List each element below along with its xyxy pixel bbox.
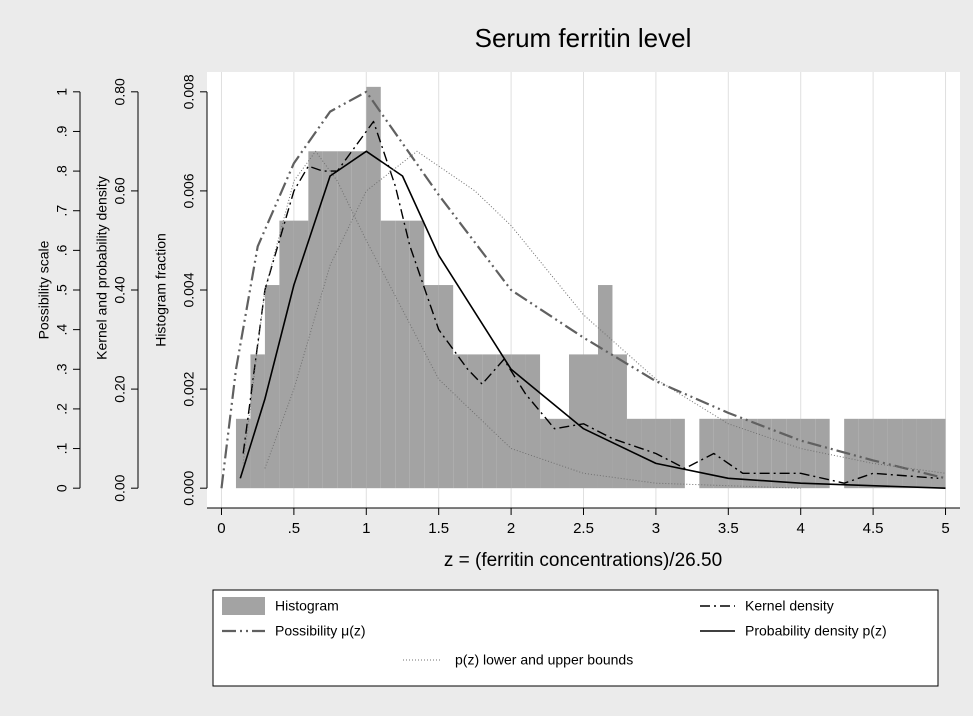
histogram-bar [351,151,367,489]
x-tick-label: 4.5 [863,520,884,537]
x-tick-label: 1 [362,520,370,537]
y3-axis-tick-label: .1 [54,442,70,454]
legend-label: Probability density p(z) [745,623,887,639]
histogram-bar [655,418,671,489]
histogram-bar [742,418,758,489]
legend-swatch [222,597,265,615]
y2-axis-tick-label: 0.20 [112,375,128,402]
histogram-bar [540,418,555,489]
y-axis-tick-label: 0.004 [181,272,197,307]
histogram-bar [844,418,859,489]
chart-title: Serum ferritin level [475,23,692,53]
histogram-bar [496,354,512,489]
y2-axis-title: Kernel and probability density [94,176,110,360]
y3-axis-tick-label: .2 [54,403,70,415]
curve [242,120,939,484]
histogram-bar [699,418,714,489]
histogram-bar [641,418,656,489]
legend-label: Possibility μ(z) [275,623,366,639]
y3-axis-tick-label: .4 [54,324,70,336]
histogram-bar [337,151,352,489]
x-tick-label: 3 [652,520,660,537]
histogram-bar [380,220,396,489]
y2-axis-tick-label: 0.00 [112,474,128,501]
y2-axis-tick-label: 0.60 [112,177,128,204]
curve [220,90,946,489]
legend-label: Histogram [275,598,339,614]
histogram-bar [786,418,801,489]
y3-axis-tick-label: 0 [54,484,70,492]
y3-axis-tick-label: .3 [54,363,70,375]
histogram-bar [409,220,425,489]
histogram-bar [482,354,497,489]
histogram-bar [597,285,613,489]
histogram-bar [264,285,280,489]
y-axis-tick-label: 0.006 [181,173,197,208]
histogram-bar [322,151,338,489]
y3-axis-tick-label: .5 [54,284,70,296]
x-tick-label: 2 [507,520,515,537]
histogram-bar [815,418,830,489]
histogram-bar [453,354,468,489]
histogram-bar [771,418,787,489]
histogram-bar [569,354,584,489]
histogram-bar [757,418,772,489]
histogram-bar [293,220,309,489]
histogram-bar [887,418,903,489]
histogram-bar [395,220,410,489]
x-axis-title: z = (ferritin concentrations)/26.50 [444,550,722,571]
y-axis-title: Histogram fraction [153,233,169,347]
histogram-bar [308,151,323,489]
y-axis-tick-label: 0.008 [181,74,197,109]
histogram-bar [728,418,743,489]
y3-axis-tick-label: .6 [54,244,70,256]
y3-axis-title: Possibility scale [36,240,52,339]
histogram-bar [525,354,541,489]
histogram-bar [424,285,439,489]
histogram-bar [583,354,598,489]
histogram-bar [554,418,570,489]
x-tick-label: 1.5 [428,520,449,537]
y2-axis-tick-label: 0.80 [112,78,128,105]
histogram-bar [670,418,685,489]
histogram-bar [916,418,932,489]
curve [239,150,946,489]
x-tick-label: 5 [941,520,949,537]
histogram-bar [800,418,816,489]
legend-box [212,589,939,687]
upper-bound [264,150,946,474]
histogram-bar [612,354,627,489]
x-tick-label: .5 [288,520,301,537]
histogram-bar [902,418,917,489]
x-tick-label: 2.5 [573,520,594,537]
x-tick-label: 4 [797,520,805,537]
histogram-bar [467,354,483,489]
histogram-bar [713,418,729,489]
histogram-bar [873,418,888,489]
x-tick-label: 0 [217,520,225,537]
y-axis-tick-label: 0.002 [181,371,197,406]
histogram-bar [858,418,874,489]
y3-axis-tick-label: .7 [54,205,70,217]
lower-bound [242,150,801,489]
x-tick-label: 3.5 [718,520,739,537]
histogram-bar [931,418,946,489]
histogram-bar [366,86,381,489]
legend-label: Kernel density [745,598,834,614]
y3-axis-tick-label: .8 [54,165,70,177]
y3-axis-tick-label: 1 [54,88,70,96]
histogram-bar [279,220,294,489]
y-axis-tick-label: 0.000 [181,470,197,505]
legend-label: p(z) lower and upper bounds [455,652,633,668]
y2-axis-tick-label: 0.40 [112,276,128,303]
y3-axis-tick-label: .9 [54,125,70,137]
